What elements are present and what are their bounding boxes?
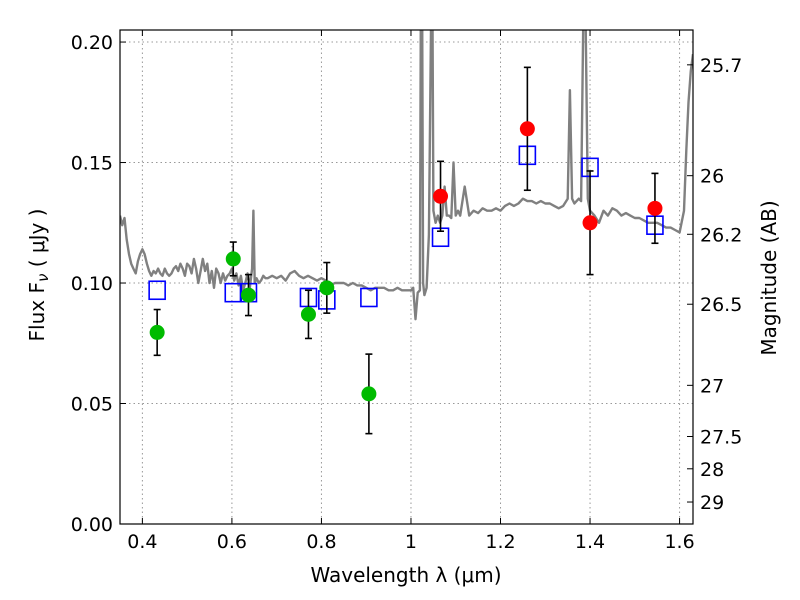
- green-data-point: [149, 324, 165, 340]
- plot-frame: [119, 29, 694, 525]
- green-data-point: [361, 386, 377, 402]
- red-data-point: [582, 215, 598, 231]
- right-tick-label: 27: [700, 375, 724, 397]
- right-tick-label: 29: [700, 492, 724, 514]
- x-tick-label: 1.6: [664, 531, 694, 553]
- y-axis-right-label: Magnitude (AB): [757, 200, 781, 355]
- right-tick-label: 26.5: [700, 294, 742, 316]
- x-tick-label: 0.4: [127, 531, 157, 553]
- x-tick-label: 1.4: [575, 531, 605, 553]
- y-axis-label-sub: ν: [34, 274, 52, 282]
- y-axis-right-label-group: Magnitude (AB): [757, 200, 781, 355]
- right-tick-label: 27.5: [700, 427, 742, 449]
- y-tick-label: 0.00: [71, 514, 113, 536]
- right-tick-label: 26: [700, 166, 724, 188]
- x-tick-label: 0.6: [217, 531, 247, 553]
- x-tick-label: 1: [405, 531, 417, 553]
- green-data-point: [240, 287, 256, 303]
- red-data-point: [519, 121, 535, 137]
- red-data-point: [433, 188, 449, 204]
- right-tick-label: 28: [700, 459, 724, 481]
- green-data-point: [319, 280, 335, 296]
- y-axis-left: 0.00 0.05 0.10 0.15 0.20: [71, 32, 126, 536]
- y-tick-label: 0.20: [71, 32, 113, 54]
- y-axis-label-unit: ( μJy ): [25, 209, 49, 274]
- x-tick-label: 0.8: [306, 531, 336, 553]
- model-photometry-square: [360, 287, 378, 308]
- x-axis: 0.4 0.6 0.8 1 1.2 1.4 1.6: [127, 30, 695, 553]
- x-axis-label: Wavelength λ (μm): [310, 563, 501, 587]
- y-tick-label: 0.15: [71, 153, 113, 175]
- right-tick-label: 25.7: [700, 55, 742, 77]
- y-axis-label: Flux Fν ( μJy ): [25, 209, 52, 342]
- model-photometry-square: [148, 280, 166, 301]
- y-tick-label: 0.10: [71, 273, 113, 295]
- y-axis-label-main: Flux F: [25, 282, 49, 341]
- x-tick-label: 1.2: [485, 531, 515, 553]
- y-tick-label: 0.05: [71, 394, 113, 416]
- right-tick-label: 26.2: [700, 224, 742, 246]
- green-data-point: [225, 251, 241, 267]
- y-axis-right: 25.7 26 26.2 26.5 27 27.5 28 29: [687, 55, 742, 514]
- plot-data: [120, 30, 693, 435]
- y-axis-label-group: Flux Fν ( μJy ): [25, 209, 52, 342]
- red-data-point: [647, 200, 663, 216]
- green-data-point: [300, 306, 316, 322]
